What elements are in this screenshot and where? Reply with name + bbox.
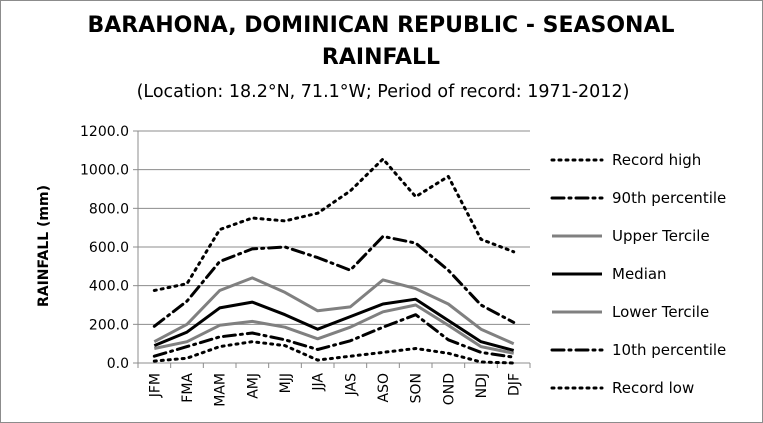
y-tick-label: 600.0 (89, 240, 129, 256)
chart-title-line1: BARAHONA, DOMINICAN REPUBLIC - SEASONAL (87, 13, 674, 38)
x-tick-label: JJA (311, 373, 327, 392)
series-line-median (153, 297, 515, 352)
x-tick-label: JFM (147, 373, 163, 398)
legend-label: 10th percentile (612, 341, 726, 359)
y-tick-label: 800.0 (89, 201, 129, 217)
chart-subtitle: (Location: 18.2°N, 71.1°W; Period of rec… (137, 82, 630, 102)
y-tick-label: 200.0 (89, 317, 129, 333)
x-tick-label: OND (441, 373, 457, 405)
y-tick-label: 400.0 (89, 279, 129, 295)
series-lines (152, 157, 516, 365)
series-line-upper-tercile (153, 276, 515, 346)
legend-label: Record low (612, 379, 694, 397)
legend-label: Record high (612, 151, 701, 169)
legend: Record high 90th percentile Upper Tercile M… (550, 151, 726, 397)
chart-title-line2: RAINFALL (322, 45, 440, 70)
x-tick-label: AMJ (245, 373, 261, 399)
legend-label: 90th percentile (612, 189, 726, 207)
legend-label: Lower Tercile (612, 303, 709, 321)
series-line-10th-percentile (152, 313, 516, 359)
x-tick-label: SON (409, 373, 425, 403)
x-tick-label: JAS (343, 373, 359, 396)
legend-label: Median (612, 265, 667, 283)
x-tick-label: NDJ (474, 373, 490, 398)
legend-label: Upper Tercile (612, 227, 710, 245)
series-line-record-high (152, 157, 516, 292)
series-line-90th-percentile (152, 234, 516, 328)
series-line-record-low (152, 340, 516, 365)
x-tick-label: MAM (213, 373, 229, 407)
y-axis-label: RAINFALL (mm) (36, 185, 52, 307)
y-tick-label: 1000.0 (80, 163, 129, 179)
x-tick-label: DJF (507, 373, 523, 396)
y-tick-label: 1200.0 (80, 124, 129, 140)
gridlines (133, 130, 531, 368)
x-tick-label: ASO (376, 373, 392, 402)
x-tick-label: MJJ (278, 373, 294, 393)
x-tick-labels: JFM FMA MAM AMJ MJJ JJA JAS ASO SON OND NDJ DJF (147, 373, 522, 407)
x-tick-label: FMA (180, 373, 196, 403)
y-tick-labels: 0.0 200.0 400.0 600.0 800.0 1000.0 1200.0 (80, 124, 129, 372)
series-line-lower-tercile (153, 303, 515, 355)
y-tick-label: 0.0 (107, 356, 129, 372)
